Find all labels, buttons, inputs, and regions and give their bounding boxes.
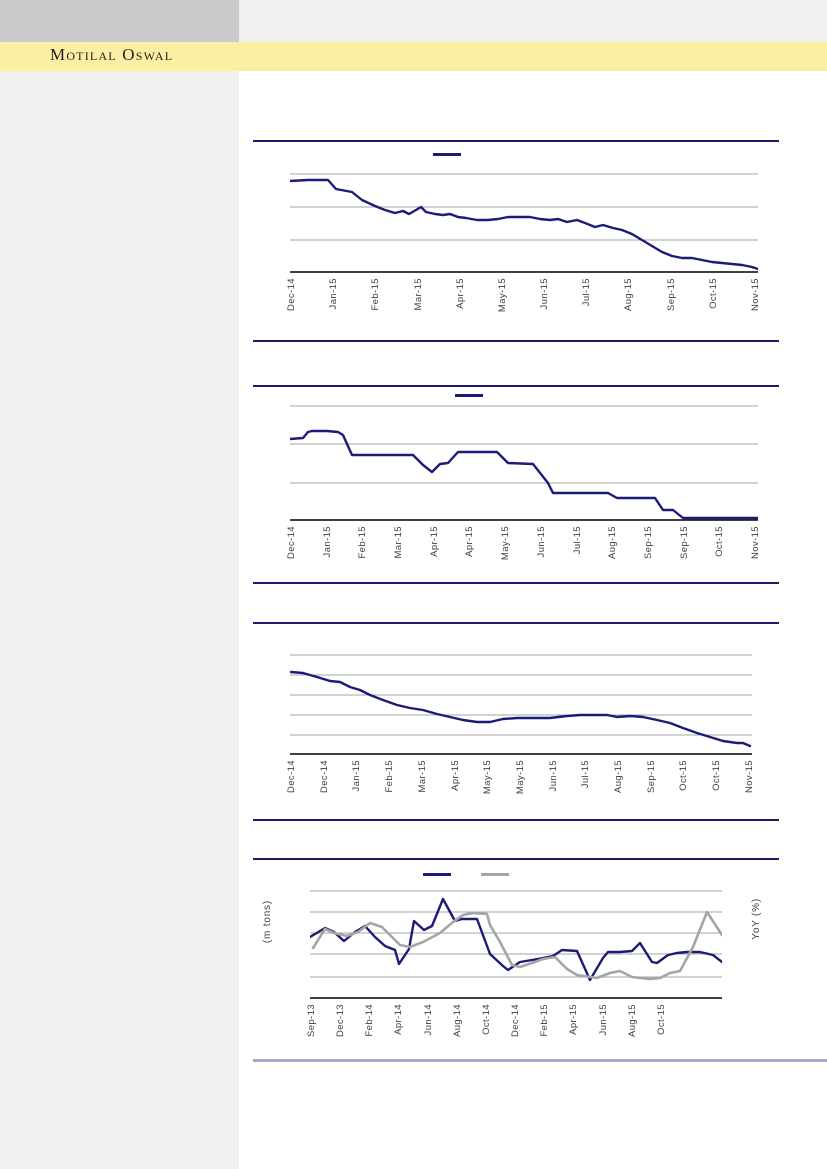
x-axis-tick-label: Feb-15 xyxy=(370,278,382,311)
brand-banner: Motilal Oswal xyxy=(0,42,827,71)
x-axis-labels: Sep-13 Dec-13 Feb-14 Apr-14 Jun-14 Aug-14 Oct-… xyxy=(306,1004,668,1037)
separator-line xyxy=(253,582,779,584)
x-axis-tick-label: Sep-15 xyxy=(642,526,654,560)
line-chart-4 xyxy=(310,890,722,999)
chart-block-2: Dec-14 Jan-15 Feb-15 Mar-15 Apr-15 Apr-15 May-… xyxy=(253,385,779,584)
separator-line xyxy=(253,819,779,821)
x-axis-tick-label: Jan-15 xyxy=(328,278,340,310)
x-axis-tick-label: Jul-15 xyxy=(580,760,592,789)
x-axis-tick-label: Jan-15 xyxy=(351,760,363,792)
x-axis-tick-label: May-15 xyxy=(500,526,512,561)
x-axis-tick-label: Aug-15 xyxy=(623,278,635,312)
x-axis-tick-label: Nov-15 xyxy=(749,526,761,560)
x-axis-tick-label: Jul-15 xyxy=(571,526,583,555)
chart-block-1: Dec-14 Jan-15 Feb-15 Mar-15 Apr-15 May-15 Jun-… xyxy=(253,140,779,342)
x-axis-tick-label: Dec-14 xyxy=(318,760,330,794)
x-axis-tick-label: Oct-15 xyxy=(714,526,726,557)
x-axis-tick-label: Dec-14 xyxy=(286,278,297,312)
x-axis-tick-label: Dec-14 xyxy=(286,526,297,560)
x-axis-tick-label: May-15 xyxy=(514,760,526,795)
x-axis-tick-label: Apr-14 xyxy=(393,1004,405,1035)
x-axis-tick-label: Nov-15 xyxy=(743,760,755,794)
navy-series-line xyxy=(290,670,752,748)
x-axis-tick-label: Sep-15 xyxy=(665,278,677,312)
separator-line xyxy=(253,1059,827,1062)
x-axis-tick-label: Jan-15 xyxy=(321,526,333,558)
navy-series-line xyxy=(290,178,758,271)
x-axis-tick-label: Dec-14 xyxy=(286,760,297,794)
x-axis-tick-label: Sep-15 xyxy=(678,526,690,560)
x-axis-tick-label: Feb-14 xyxy=(364,1004,376,1037)
chart-legend xyxy=(423,873,509,876)
chart-block-4: (m tons) YoY (%) Sep-13 Dec-13 Feb-14 Apr-1… xyxy=(253,858,827,1062)
line-chart-2 xyxy=(290,405,758,521)
y-axis-label-right: YoY (%) xyxy=(751,898,762,940)
navy-series-line xyxy=(290,429,758,520)
x-axis-tick-label: Jul-15 xyxy=(581,278,593,307)
x-axis-tick-label: Jun-15 xyxy=(547,760,559,792)
x-axis-tick-label: Apr-15 xyxy=(454,278,466,309)
line-chart-1 xyxy=(290,173,758,273)
chart-legend xyxy=(433,153,461,156)
x-axis-tick-label: Jun-15 xyxy=(539,278,551,310)
x-axis-tick-label: Mar-15 xyxy=(393,526,405,559)
x-axis-labels: Dec-14 Jan-15 Feb-15 Mar-15 Apr-15 Apr-15 May-… xyxy=(286,526,762,560)
x-axis-tick-label: Feb-15 xyxy=(539,1004,551,1037)
x-axis-tick-label: Nov-15 xyxy=(749,278,761,312)
x-axis-tick-label: Oct-15 xyxy=(707,278,719,309)
x-axis-tick-label: Feb-15 xyxy=(357,526,369,559)
separator-line xyxy=(253,340,779,342)
navy-series-legend-dash xyxy=(455,394,483,397)
x-axis-tick-label: Oct-15 xyxy=(655,1004,667,1035)
yoy-series-line xyxy=(311,910,722,981)
x-axis-tick-label: Dec-14 xyxy=(510,1004,522,1038)
separator-line xyxy=(253,140,779,142)
x-axis-tick-label: May-15 xyxy=(496,278,508,313)
x-axis-tick-label: Mar-15 xyxy=(416,760,428,793)
chart-legend xyxy=(455,394,483,397)
volume-series-line xyxy=(310,897,722,982)
yoy-series-legend-dash xyxy=(481,873,509,876)
top-left-block xyxy=(0,0,239,42)
x-axis-tick-label: Apr-15 xyxy=(449,760,461,791)
chart-block-3: Dec-14 Dec-14 Jan-15 Feb-15 Mar-15 Apr-15 May-… xyxy=(253,622,779,821)
x-axis-labels: Dec-14 Jan-15 Feb-15 Mar-15 Apr-15 May-15 Jun-… xyxy=(286,278,762,312)
x-axis-tick-label: Apr-15 xyxy=(428,526,440,557)
x-axis-tick-label: Aug-15 xyxy=(613,760,625,794)
navy-series-legend-dash xyxy=(433,153,461,156)
x-axis-tick-label: Mar-15 xyxy=(412,278,424,311)
x-axis-labels: Dec-14 Dec-14 Jan-15 Feb-15 Mar-15 Apr-15 May-… xyxy=(286,760,756,794)
x-axis-tick-label: May-15 xyxy=(482,760,494,795)
x-axis-tick-label: Jun-15 xyxy=(535,526,547,558)
line-chart-3 xyxy=(290,654,752,755)
x-axis-tick-label: Apr-15 xyxy=(568,1004,580,1035)
x-axis-tick-label: Feb-15 xyxy=(384,760,396,793)
x-axis-tick-label: Sep-15 xyxy=(645,760,657,794)
separator-line xyxy=(253,858,779,860)
x-axis-tick-label: Aug-14 xyxy=(451,1004,463,1038)
volume-series-legend-dash xyxy=(423,873,451,876)
x-axis-tick-label: Jun-15 xyxy=(597,1004,609,1036)
brand-logo-text: Motilal Oswal xyxy=(50,45,174,64)
x-axis-tick-label: Aug-15 xyxy=(626,1004,638,1038)
x-axis-tick-label: Dec-13 xyxy=(335,1004,347,1038)
y-axis-label-left: (m tons) xyxy=(262,900,273,944)
x-axis-tick-label: Aug-15 xyxy=(607,526,619,560)
separator-line xyxy=(253,622,779,624)
x-axis-tick-label: Apr-15 xyxy=(464,526,476,557)
x-axis-tick-label: Oct-15 xyxy=(711,760,723,791)
separator-line xyxy=(253,385,779,387)
x-axis-tick-label: Jun-14 xyxy=(422,1004,434,1036)
x-axis-tick-label: Sep-13 xyxy=(306,1004,317,1038)
x-axis-tick-label: Oct-14 xyxy=(480,1004,492,1035)
x-axis-tick-label: Oct-15 xyxy=(678,760,690,791)
left-sidebar xyxy=(0,71,239,1169)
